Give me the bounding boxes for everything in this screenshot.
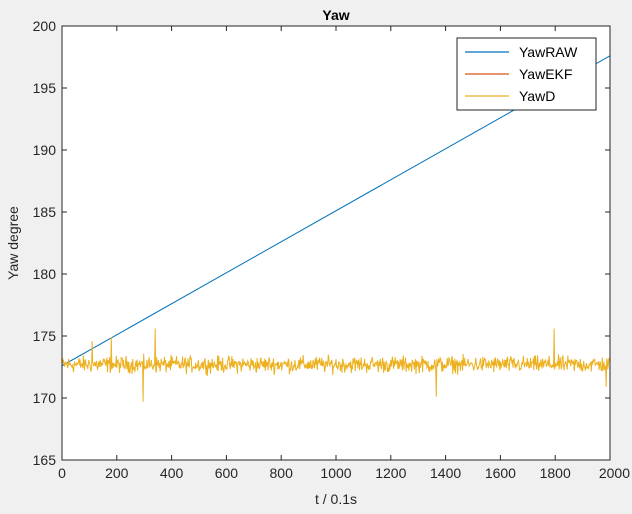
x-tick-label: 1000: [320, 465, 351, 481]
y-tick-label: 185: [33, 204, 57, 220]
legend: YawRAW YawEKF YawD: [456, 37, 597, 111]
legend-label-yawd: YawD: [519, 88, 555, 104]
ticks-layer: 0 200 400 600 800 1000 1200 1400 1600 1800 2000 165…: [33, 18, 631, 481]
x-tick-label: 1200: [375, 465, 406, 481]
x-tick-label: 600: [215, 465, 239, 481]
series-line-yawd: [62, 328, 610, 402]
x-tick-label: 2000: [599, 465, 630, 481]
chart-title: Yaw: [322, 7, 349, 23]
y-tick-label: 170: [33, 390, 57, 406]
y-tick-label: 190: [33, 142, 57, 158]
y-tick-label: 195: [33, 80, 57, 96]
y-tick-label: 200: [33, 18, 57, 34]
y-axis-label: Yaw degree: [5, 206, 21, 280]
x-tick-label: 400: [160, 465, 184, 481]
legend-label-yawraw: YawRAW: [519, 44, 578, 60]
x-tick-label: 0: [58, 465, 66, 481]
x-tick-label: 200: [105, 465, 129, 481]
legend-label-yawekf: YawEKF: [519, 66, 572, 82]
x-tick-label: 1400: [430, 465, 461, 481]
y-tick-label: 180: [33, 266, 57, 282]
y-tick-label: 175: [33, 328, 57, 344]
x-tick-label: 1800: [540, 465, 571, 481]
x-axis-label: t / 0.1s: [315, 491, 357, 507]
y-tick-label: 165: [33, 452, 57, 468]
x-tick-label: 800: [270, 465, 294, 481]
x-tick-label: 1600: [485, 465, 516, 481]
